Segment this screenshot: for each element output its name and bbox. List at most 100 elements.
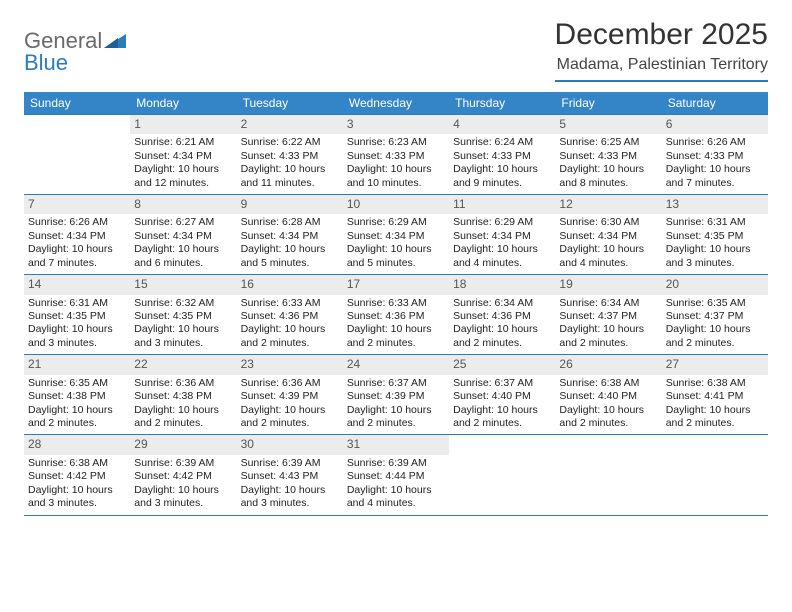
day-number: 11 — [449, 195, 555, 214]
day-body: Sunrise: 6:28 AMSunset: 4:34 PMDaylight:… — [237, 214, 343, 274]
day-number — [449, 435, 555, 439]
sunset-text: Sunset: 4:36 PM — [347, 310, 445, 323]
sunset-text: Sunset: 4:34 PM — [241, 230, 339, 243]
daylight-text: Daylight: 10 hours and 3 minutes. — [28, 323, 126, 350]
weekday-monday: Monday — [130, 92, 236, 114]
day-number: 15 — [130, 275, 236, 294]
sunrise-text: Sunrise: 6:37 AM — [453, 377, 551, 390]
day-body: Sunrise: 6:26 AMSunset: 4:33 PMDaylight:… — [662, 134, 768, 194]
day-cell: 9Sunrise: 6:28 AMSunset: 4:34 PMDaylight… — [237, 195, 343, 274]
daylight-text: Daylight: 10 hours and 2 minutes. — [134, 404, 232, 431]
week-row: 1Sunrise: 6:21 AMSunset: 4:34 PMDaylight… — [24, 114, 768, 194]
logo-text-2: Blue — [24, 50, 68, 76]
day-cell-empty — [24, 115, 130, 194]
day-body: Sunrise: 6:26 AMSunset: 4:34 PMDaylight:… — [24, 214, 130, 274]
sunrise-text: Sunrise: 6:35 AM — [28, 377, 126, 390]
daylight-text: Daylight: 10 hours and 6 minutes. — [134, 243, 232, 270]
day-cell: 23Sunrise: 6:36 AMSunset: 4:39 PMDayligh… — [237, 355, 343, 434]
day-body: Sunrise: 6:31 AMSunset: 4:35 PMDaylight:… — [662, 214, 768, 274]
sunset-text: Sunset: 4:37 PM — [666, 310, 764, 323]
sunset-text: Sunset: 4:36 PM — [453, 310, 551, 323]
day-cell: 10Sunrise: 6:29 AMSunset: 4:34 PMDayligh… — [343, 195, 449, 274]
day-cell: 31Sunrise: 6:39 AMSunset: 4:44 PMDayligh… — [343, 435, 449, 514]
week-row: 21Sunrise: 6:35 AMSunset: 4:38 PMDayligh… — [24, 354, 768, 434]
sunset-text: Sunset: 4:36 PM — [241, 310, 339, 323]
sunrise-text: Sunrise: 6:34 AM — [453, 297, 551, 310]
daylight-text: Daylight: 10 hours and 2 minutes. — [241, 404, 339, 431]
header: General December 2025 Madama, Palestinia… — [24, 18, 768, 82]
day-cell: 4Sunrise: 6:24 AMSunset: 4:33 PMDaylight… — [449, 115, 555, 194]
day-number: 27 — [662, 355, 768, 374]
day-cell: 21Sunrise: 6:35 AMSunset: 4:38 PMDayligh… — [24, 355, 130, 434]
logo: General — [24, 18, 126, 54]
sunset-text: Sunset: 4:33 PM — [241, 150, 339, 163]
sunset-text: Sunset: 4:34 PM — [28, 230, 126, 243]
week-row: 7Sunrise: 6:26 AMSunset: 4:34 PMDaylight… — [24, 194, 768, 274]
sunset-text: Sunset: 4:34 PM — [347, 230, 445, 243]
daylight-text: Daylight: 10 hours and 2 minutes. — [666, 404, 764, 431]
sunrise-text: Sunrise: 6:21 AM — [134, 136, 232, 149]
day-cell: 30Sunrise: 6:39 AMSunset: 4:43 PMDayligh… — [237, 435, 343, 514]
day-number: 12 — [555, 195, 661, 214]
day-cell: 28Sunrise: 6:38 AMSunset: 4:42 PMDayligh… — [24, 435, 130, 514]
sunrise-text: Sunrise: 6:34 AM — [559, 297, 657, 310]
day-body: Sunrise: 6:36 AMSunset: 4:38 PMDaylight:… — [130, 375, 236, 435]
day-cell: 8Sunrise: 6:27 AMSunset: 4:34 PMDaylight… — [130, 195, 236, 274]
daylight-text: Daylight: 10 hours and 4 minutes. — [559, 243, 657, 270]
day-body: Sunrise: 6:35 AMSunset: 4:37 PMDaylight:… — [662, 295, 768, 355]
sunset-text: Sunset: 4:35 PM — [28, 310, 126, 323]
daylight-text: Daylight: 10 hours and 10 minutes. — [347, 163, 445, 190]
day-body: Sunrise: 6:23 AMSunset: 4:33 PMDaylight:… — [343, 134, 449, 194]
day-body: Sunrise: 6:37 AMSunset: 4:39 PMDaylight:… — [343, 375, 449, 435]
day-cell: 26Sunrise: 6:38 AMSunset: 4:40 PMDayligh… — [555, 355, 661, 434]
sunset-text: Sunset: 4:33 PM — [347, 150, 445, 163]
daylight-text: Daylight: 10 hours and 4 minutes. — [347, 484, 445, 511]
calendar-grid: SundayMondayTuesdayWednesdayThursdayFrid… — [24, 92, 768, 516]
day-cell: 3Sunrise: 6:23 AMSunset: 4:33 PMDaylight… — [343, 115, 449, 194]
daylight-text: Daylight: 10 hours and 3 minutes. — [666, 243, 764, 270]
sunrise-text: Sunrise: 6:25 AM — [559, 136, 657, 149]
sunset-text: Sunset: 4:41 PM — [666, 390, 764, 403]
daylight-text: Daylight: 10 hours and 2 minutes. — [666, 323, 764, 350]
day-number: 19 — [555, 275, 661, 294]
day-number: 2 — [237, 115, 343, 134]
sunset-text: Sunset: 4:43 PM — [241, 470, 339, 483]
daylight-text: Daylight: 10 hours and 8 minutes. — [559, 163, 657, 190]
calendar-page: General December 2025 Madama, Palestinia… — [0, 0, 792, 528]
day-number: 25 — [449, 355, 555, 374]
daylight-text: Daylight: 10 hours and 2 minutes. — [241, 323, 339, 350]
daylight-text: Daylight: 10 hours and 2 minutes. — [28, 404, 126, 431]
sunrise-text: Sunrise: 6:38 AM — [559, 377, 657, 390]
day-number: 4 — [449, 115, 555, 134]
week-row: 14Sunrise: 6:31 AMSunset: 4:35 PMDayligh… — [24, 274, 768, 354]
daylight-text: Daylight: 10 hours and 5 minutes. — [347, 243, 445, 270]
day-number: 26 — [555, 355, 661, 374]
day-cell: 2Sunrise: 6:22 AMSunset: 4:33 PMDaylight… — [237, 115, 343, 194]
day-number: 21 — [24, 355, 130, 374]
daylight-text: Daylight: 10 hours and 5 minutes. — [241, 243, 339, 270]
day-body: Sunrise: 6:34 AMSunset: 4:36 PMDaylight:… — [449, 295, 555, 355]
daylight-text: Daylight: 10 hours and 2 minutes. — [453, 404, 551, 431]
day-number: 24 — [343, 355, 449, 374]
daylight-text: Daylight: 10 hours and 2 minutes. — [453, 323, 551, 350]
day-body: Sunrise: 6:38 AMSunset: 4:42 PMDaylight:… — [24, 455, 130, 515]
sunset-text: Sunset: 4:34 PM — [134, 150, 232, 163]
day-body: Sunrise: 6:37 AMSunset: 4:40 PMDaylight:… — [449, 375, 555, 435]
daylight-text: Daylight: 10 hours and 2 minutes. — [347, 323, 445, 350]
day-cell: 18Sunrise: 6:34 AMSunset: 4:36 PMDayligh… — [449, 275, 555, 354]
month-title: December 2025 — [555, 18, 768, 52]
day-cell: 13Sunrise: 6:31 AMSunset: 4:35 PMDayligh… — [662, 195, 768, 274]
day-body: Sunrise: 6:33 AMSunset: 4:36 PMDaylight:… — [343, 295, 449, 355]
day-number: 17 — [343, 275, 449, 294]
day-number: 30 — [237, 435, 343, 454]
day-cell: 27Sunrise: 6:38 AMSunset: 4:41 PMDayligh… — [662, 355, 768, 434]
sunset-text: Sunset: 4:39 PM — [347, 390, 445, 403]
day-body: Sunrise: 6:35 AMSunset: 4:38 PMDaylight:… — [24, 375, 130, 435]
sunrise-text: Sunrise: 6:22 AM — [241, 136, 339, 149]
sunset-text: Sunset: 4:38 PM — [134, 390, 232, 403]
sunrise-text: Sunrise: 6:29 AM — [347, 216, 445, 229]
weekday-header-row: SundayMondayTuesdayWednesdayThursdayFrid… — [24, 92, 768, 114]
daylight-text: Daylight: 10 hours and 2 minutes. — [347, 404, 445, 431]
day-body: Sunrise: 6:21 AMSunset: 4:34 PMDaylight:… — [130, 134, 236, 194]
day-number — [662, 435, 768, 439]
